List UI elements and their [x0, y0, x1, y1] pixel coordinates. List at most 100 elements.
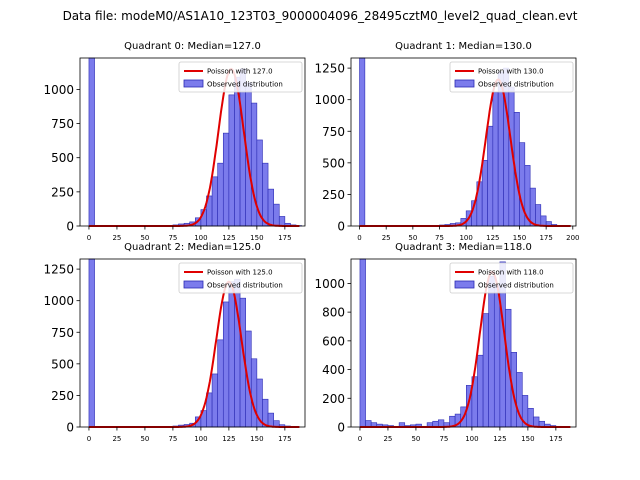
x-tick-label: 50	[140, 234, 149, 242]
histogram-bar	[527, 408, 534, 428]
x-tick-label: 125	[222, 435, 235, 443]
x-tick-label: 150	[513, 234, 526, 242]
histogram-bar	[540, 215, 547, 227]
y-axis: 0 250 500 750 1000 1250	[43, 263, 80, 435]
histogram-bar	[88, 57, 95, 227]
histogram-bar	[211, 176, 218, 227]
y-axis: 0 250 500 750 1000 1250	[314, 62, 351, 234]
x-tick-label: 50	[411, 435, 420, 443]
x-tick-label: 100	[194, 234, 207, 242]
x-tick-label: 125	[486, 234, 499, 242]
histogram-bar	[211, 373, 218, 428]
legend-poisson-label: Poisson with 127.0	[207, 68, 273, 76]
axes-frame	[79, 57, 306, 227]
axes-frame	[350, 258, 577, 428]
histogram-bars	[359, 57, 568, 227]
y-axis: 0 200 400 600 800 1000	[314, 277, 351, 435]
legend-bar-swatch	[454, 79, 475, 88]
axes-frame	[350, 57, 577, 227]
y-tick-label: 750	[51, 117, 74, 131]
legend-box	[449, 61, 574, 93]
histogram-bar	[477, 354, 484, 428]
x-tick-label: 50	[140, 435, 149, 443]
histogram-bar	[250, 102, 258, 227]
subplot-quadrant-0: 0 25 50 75 100 125 150 175 0 250 500 750 1000 Quadran…	[43, 41, 306, 242]
histogram-bar	[492, 91, 499, 227]
histogram-bar	[217, 162, 224, 227]
x-tick-label: 100	[194, 435, 207, 443]
y-tick-label: 750	[51, 326, 74, 340]
subplot-title: Quadrant 3: Median=118.0	[395, 242, 532, 253]
y-tick-label: 750	[322, 125, 345, 139]
histogram-bar	[217, 339, 224, 428]
subplot-quadrant-1: 0 25 50 75 100 125 150 175 200 0 250 500 750 1000 1250…	[314, 41, 579, 242]
histogram-bar	[493, 284, 501, 428]
legend-bar-swatch	[454, 280, 475, 289]
x-tick-label: 100	[459, 234, 472, 242]
x-tick-label: 100	[465, 435, 478, 443]
legend-observed-label: Observed distribution	[207, 81, 283, 89]
x-tick-label: 0	[87, 435, 91, 443]
x-axis: 0 25 50 75 100 125 150 175 200	[357, 226, 579, 242]
y-axis: 0 250 500 750 1000	[43, 83, 80, 234]
y-tick-label: 600	[322, 334, 345, 348]
legend-box	[449, 262, 574, 294]
histogram-bar	[239, 68, 246, 227]
y-tick-label: 800	[322, 306, 345, 320]
histogram-bar	[487, 125, 494, 227]
x-axis: 0 25 50 75 100 125 150 175	[87, 427, 292, 443]
y-tick-label: 1000	[314, 93, 345, 107]
histogram-bar	[519, 142, 526, 227]
x-tick-label: 0	[87, 234, 91, 242]
x-axis: 0 25 50 75 100 125 150 175	[87, 226, 292, 242]
y-tick-label: 200	[322, 392, 345, 406]
histogram-bar	[497, 71, 504, 227]
histogram-bar	[481, 160, 488, 227]
legend-observed-label: Observed distribution	[478, 282, 554, 290]
y-tick-label: 500	[51, 151, 74, 165]
histogram-bar	[267, 412, 274, 428]
y-tick-label: 250	[51, 389, 74, 403]
y-tick-label: 250	[322, 188, 345, 202]
axes-frame	[79, 258, 306, 428]
legend: Poisson with 118.0 Observed distribution	[449, 262, 574, 294]
histogram-bar	[273, 203, 280, 227]
histogram-bar	[228, 94, 235, 227]
x-tick-label: 0	[357, 234, 361, 242]
histogram-bar	[438, 419, 445, 428]
y-tick-label: 400	[322, 363, 345, 377]
histogram-bar	[359, 57, 366, 227]
x-tick-label: 175	[278, 234, 291, 242]
x-tick-label: 175	[539, 234, 552, 242]
legend-observed-label: Observed distribution	[478, 81, 554, 89]
histogram-bar	[250, 358, 258, 428]
y-tick-label: 0	[66, 421, 74, 435]
x-tick-label: 200	[566, 234, 579, 242]
subplot-grid: 0 25 50 75 100 125 150 17502505007501000Quadran…	[43, 41, 579, 443]
histogram-bar	[222, 132, 230, 227]
legend: Poisson with 125.0 Observed distribution	[178, 262, 303, 294]
x-tick-label: 25	[112, 234, 121, 242]
subplot-title: Quadrant 2: Median=125.0	[124, 242, 261, 253]
x-tick-label: 125	[222, 234, 235, 242]
y-tick-label: 500	[51, 357, 74, 371]
x-tick-label: 125	[493, 435, 506, 443]
histogram-bar	[482, 313, 489, 428]
legend-poisson-label: Poisson with 130.0	[478, 68, 544, 76]
x-tick-label: 175	[278, 435, 291, 443]
subplot-quadrant-2: 0 25 50 75 100 125 150 175 0 250 500 750 1000 1250 Qua…	[43, 242, 306, 443]
histogram-bar	[533, 416, 540, 428]
histogram-bar	[88, 258, 95, 428]
legend-bar-swatch	[183, 79, 204, 88]
x-tick-label: 75	[435, 234, 444, 242]
histogram-bar	[529, 187, 536, 227]
legend: Poisson with 127.0 Observed distribution	[178, 61, 303, 93]
legend-observed-label: Observed distribution	[207, 282, 283, 290]
y-tick-label: 1250	[314, 62, 345, 76]
figure-suptitle: Data file: modeM0/AS1A10_123T03_90000040…	[63, 9, 578, 23]
subplot-quadrant-3: 0 25 50 75 100 125 150 175 0 200 400 600 800 1000 Quad…	[314, 242, 577, 443]
x-tick-label: 175	[549, 435, 562, 443]
x-tick-label: 75	[168, 234, 177, 242]
histogram-bar	[222, 301, 230, 428]
